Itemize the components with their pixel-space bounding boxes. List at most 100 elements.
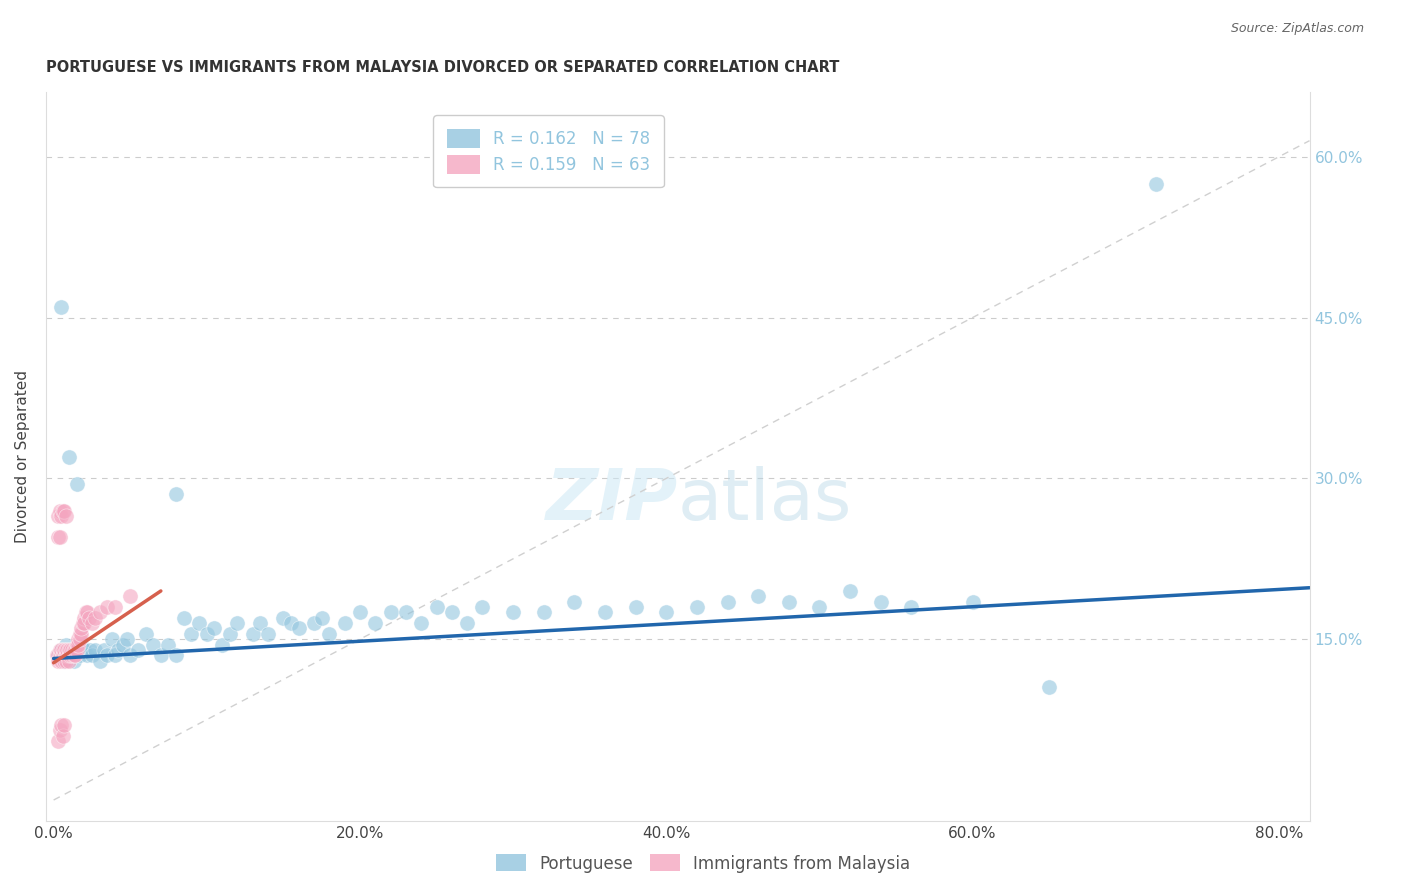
Point [55, 508, 77, 523]
Point [165, 487, 187, 501]
Point [52, 643, 75, 657]
Point [624, 600, 647, 615]
Point [46, 530, 69, 544]
Point [157, 638, 180, 652]
Point [395, 606, 418, 620]
Point [204, 622, 226, 636]
Point [107, 643, 129, 657]
Point [45, 648, 67, 663]
Point [104, 600, 127, 615]
Point [63, 643, 86, 657]
Point [502, 606, 524, 620]
Point [51, 508, 73, 523]
Text: atlas: atlas [678, 467, 852, 535]
Point [51, 300, 73, 314]
Point [165, 648, 187, 663]
Point [80, 648, 103, 663]
Point [280, 616, 302, 631]
Text: Source: ZipAtlas.com: Source: ZipAtlas.com [1230, 22, 1364, 36]
Point [242, 627, 264, 641]
Point [302, 616, 325, 631]
Point [53, 643, 76, 657]
Point [62, 648, 84, 663]
Point [89, 606, 111, 620]
Point [73, 611, 96, 625]
Point [60, 648, 83, 663]
Point [716, 595, 738, 609]
Point [869, 595, 891, 609]
Point [53, 648, 76, 663]
Point [962, 595, 984, 609]
Point [180, 627, 202, 641]
Point [56, 643, 79, 657]
Point [364, 616, 387, 631]
Point [79, 643, 101, 657]
Point [60, 643, 83, 657]
Point [49, 723, 72, 738]
Point [56, 648, 79, 663]
Point [84, 611, 107, 625]
Point [53, 654, 76, 668]
Point [120, 590, 142, 604]
Point [287, 622, 309, 636]
Point [53, 654, 76, 668]
Legend: R = 0.162   N = 78, R = 0.159   N = 63: R = 0.162 N = 78, R = 0.159 N = 63 [433, 115, 664, 187]
Point [142, 638, 165, 652]
Point [173, 611, 195, 625]
Point [67, 632, 90, 647]
Point [70, 638, 93, 652]
Point [111, 638, 134, 652]
Point [425, 600, 447, 615]
Point [49, 530, 72, 544]
Point [73, 643, 96, 657]
Point [76, 648, 98, 663]
Point [55, 648, 77, 663]
Point [564, 595, 586, 609]
Point [273, 611, 295, 625]
Point [195, 627, 218, 641]
Point [533, 606, 555, 620]
Point [67, 638, 90, 652]
Point [471, 600, 494, 615]
Point [456, 616, 478, 631]
Point [62, 654, 84, 668]
Point [77, 611, 100, 625]
Point [58, 643, 80, 657]
Point [349, 606, 371, 620]
Point [52, 503, 75, 517]
Point [226, 616, 249, 631]
Point [839, 584, 862, 599]
Point [63, 648, 86, 663]
Point [55, 643, 77, 657]
Point [58, 648, 80, 663]
Point [80, 616, 103, 631]
Point [75, 606, 97, 620]
Point [120, 648, 142, 663]
Point [51, 643, 73, 657]
Point [65, 476, 87, 491]
Point [188, 616, 211, 631]
Point [51, 643, 73, 657]
Point [60, 643, 83, 657]
Point [115, 632, 138, 647]
Point [46, 508, 69, 523]
Point [58, 654, 80, 668]
Point [333, 616, 356, 631]
Point [49, 503, 72, 517]
Point [89, 654, 111, 668]
Point [58, 450, 80, 464]
Text: PORTUGUESE VS IMMIGRANTS FROM MALAYSIA DIVORCED OR SEPARATED CORRELATION CHART: PORTUGUESE VS IMMIGRANTS FROM MALAYSIA D… [46, 60, 839, 75]
Point [778, 595, 800, 609]
Legend: Portuguese, Immigrants from Malaysia: Portuguese, Immigrants from Malaysia [489, 847, 917, 880]
Point [46, 648, 69, 663]
Point [411, 616, 433, 631]
Point [55, 638, 77, 652]
Point [62, 643, 84, 657]
Point [101, 632, 124, 647]
Point [249, 616, 271, 631]
Point [52, 648, 75, 663]
Y-axis label: Divorced or Separated: Divorced or Separated [15, 370, 30, 543]
Point [73, 616, 96, 631]
Point [318, 627, 340, 641]
Point [46, 734, 69, 748]
